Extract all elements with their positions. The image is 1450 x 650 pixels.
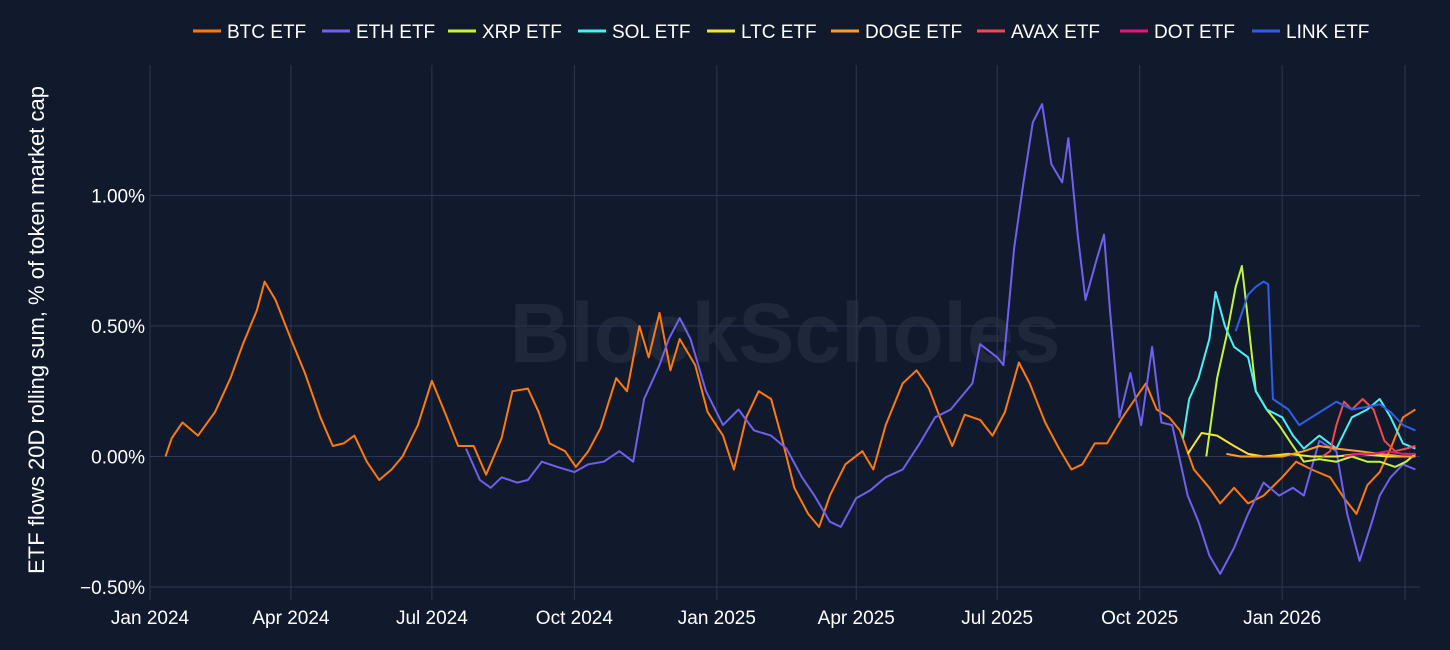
legend-item[interactable]: BTC ETF bbox=[193, 22, 306, 43]
x-tick-label: Apr 2025 bbox=[818, 608, 895, 629]
series-line-btc-etf bbox=[164, 280, 1416, 528]
x-tick-label: Oct 2024 bbox=[536, 608, 614, 629]
series-lines bbox=[164, 103, 1417, 575]
series-line-dot-etf bbox=[1343, 450, 1416, 458]
series-line-avax-etf bbox=[1321, 398, 1416, 458]
series-line-sol-etf bbox=[1182, 291, 1416, 450]
legend-item[interactable]: LINK ETF bbox=[1252, 22, 1369, 43]
series-line-eth-etf bbox=[465, 103, 1416, 575]
legend-label: AVAX ETF bbox=[1011, 22, 1100, 43]
series-line-link-etf bbox=[1234, 280, 1416, 432]
x-axis-ticks: Jan 2024 Apr 2024 Jul 2024 Oct 2024 Jan 2025… bbox=[111, 608, 1321, 629]
y-tick-label: 0.00% bbox=[91, 447, 145, 468]
legend-label: SOL ETF bbox=[612, 22, 690, 43]
series-line-xrp-etf bbox=[1205, 265, 1417, 468]
x-tick-label: Jan 2024 bbox=[111, 608, 190, 629]
x-tick-label: Jan 2026 bbox=[1243, 608, 1321, 629]
y-tick-label: 0.50% bbox=[91, 317, 145, 338]
legend-item[interactable]: LTC ETF bbox=[707, 22, 817, 43]
legend-item[interactable]: ETH ETF bbox=[322, 22, 435, 43]
grid bbox=[149, 65, 1420, 600]
legend-label: DOT ETF bbox=[1154, 22, 1235, 43]
legend-item[interactable]: XRP ETF bbox=[448, 22, 562, 43]
legend-label: LTC ETF bbox=[741, 22, 817, 43]
legend-label: BTC ETF bbox=[227, 22, 306, 43]
x-tick-label: Jul 2024 bbox=[396, 608, 468, 629]
legend-label: XRP ETF bbox=[482, 22, 562, 43]
legend-item[interactable]: DOGE ETF bbox=[831, 22, 962, 43]
x-tick-label: Jan 2025 bbox=[678, 608, 756, 629]
x-tick-label: Jul 2025 bbox=[961, 608, 1033, 629]
legend: BTC ETF ETH ETF XRP ETF SOL ETF LTC ETF DOGE … bbox=[193, 22, 1369, 43]
legend-label: LINK ETF bbox=[1286, 22, 1369, 43]
legend-label: ETH ETF bbox=[356, 22, 435, 43]
y-axis-title: ETF flows 20D rolling sum, % of token ma… bbox=[24, 86, 49, 574]
y-tick-label: −0.50% bbox=[80, 578, 145, 599]
watermark: BlockScholes bbox=[510, 286, 1061, 380]
legend-item[interactable]: SOL ETF bbox=[578, 22, 690, 43]
legend-item[interactable]: DOT ETF bbox=[1120, 22, 1235, 43]
legend-label: DOGE ETF bbox=[865, 22, 962, 43]
y-axis-ticks: −0.50% 0.00% 0.50% 1.00% bbox=[80, 186, 145, 598]
x-tick-label: Apr 2024 bbox=[252, 608, 330, 629]
legend-item[interactable]: AVAX ETF bbox=[977, 22, 1100, 43]
y-tick-label: 1.00% bbox=[91, 186, 145, 207]
x-tick-label: Oct 2025 bbox=[1101, 608, 1178, 629]
series-line-doge-etf bbox=[1226, 445, 1416, 458]
